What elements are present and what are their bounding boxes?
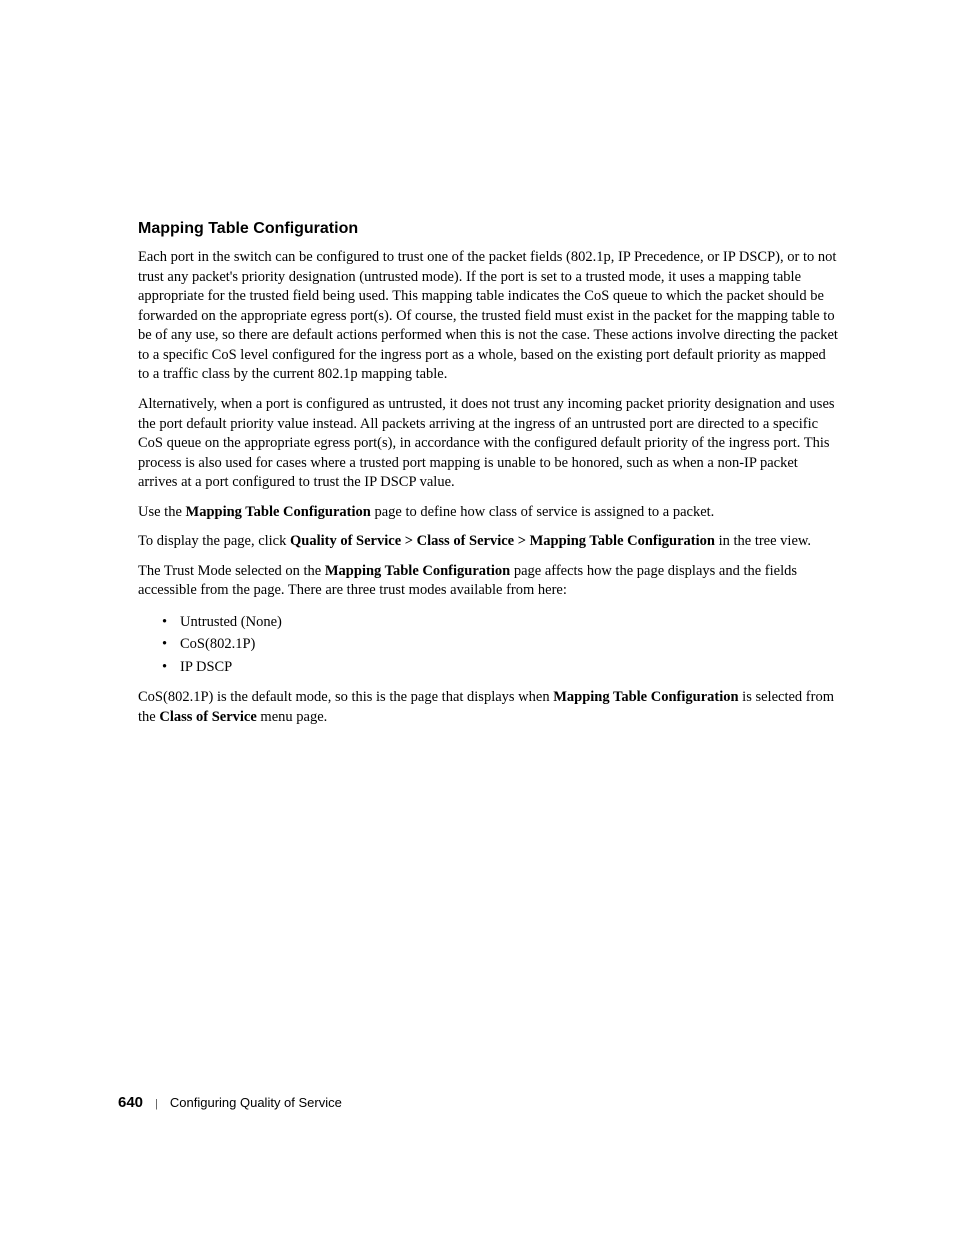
page-number: 640 xyxy=(118,1094,143,1111)
bold-text: Mapping Table Configuration xyxy=(186,504,371,520)
text-run: page to define how class of service is a… xyxy=(371,504,714,520)
paragraph-3: Use the Mapping Table Configuration page… xyxy=(138,503,838,523)
paragraph-2: Alternatively, when a port is configured… xyxy=(138,395,838,493)
paragraph-5: The Trust Mode selected on the Mapping T… xyxy=(138,562,838,601)
text-run: in the tree view. xyxy=(715,533,811,549)
bold-text: Mapping Table Configuration xyxy=(553,689,738,705)
list-item: Untrusted (None) xyxy=(138,611,838,633)
bold-text: Quality of Service > Class of Service > … xyxy=(290,533,715,549)
section-heading: Mapping Table Configuration xyxy=(138,220,838,238)
text-run: To display the page, click xyxy=(138,533,290,549)
page-content: Mapping Table Configuration Each port in… xyxy=(138,220,838,738)
trust-modes-list: Untrusted (None) CoS(802.1P) IP DSCP xyxy=(138,611,838,678)
bold-text: Mapping Table Configuration xyxy=(325,563,510,579)
bold-text: Class of Service xyxy=(159,709,256,725)
footer-separator: | xyxy=(155,1098,158,1110)
text-run: CoS(802.1P) is the default mode, so this… xyxy=(138,689,553,705)
list-item: CoS(802.1P) xyxy=(138,633,838,655)
paragraph-4: To display the page, click Quality of Se… xyxy=(138,532,838,552)
paragraph-6: CoS(802.1P) is the default mode, so this… xyxy=(138,688,838,727)
text-run: menu page. xyxy=(257,709,327,725)
text-run: Use the xyxy=(138,504,186,520)
page-footer: 640 | Configuring Quality of Service xyxy=(118,1094,342,1111)
paragraph-1: Each port in the switch can be configure… xyxy=(138,248,838,385)
chapter-title: Configuring Quality of Service xyxy=(170,1095,342,1110)
list-item: IP DSCP xyxy=(138,656,838,678)
text-run: The Trust Mode selected on the xyxy=(138,563,325,579)
